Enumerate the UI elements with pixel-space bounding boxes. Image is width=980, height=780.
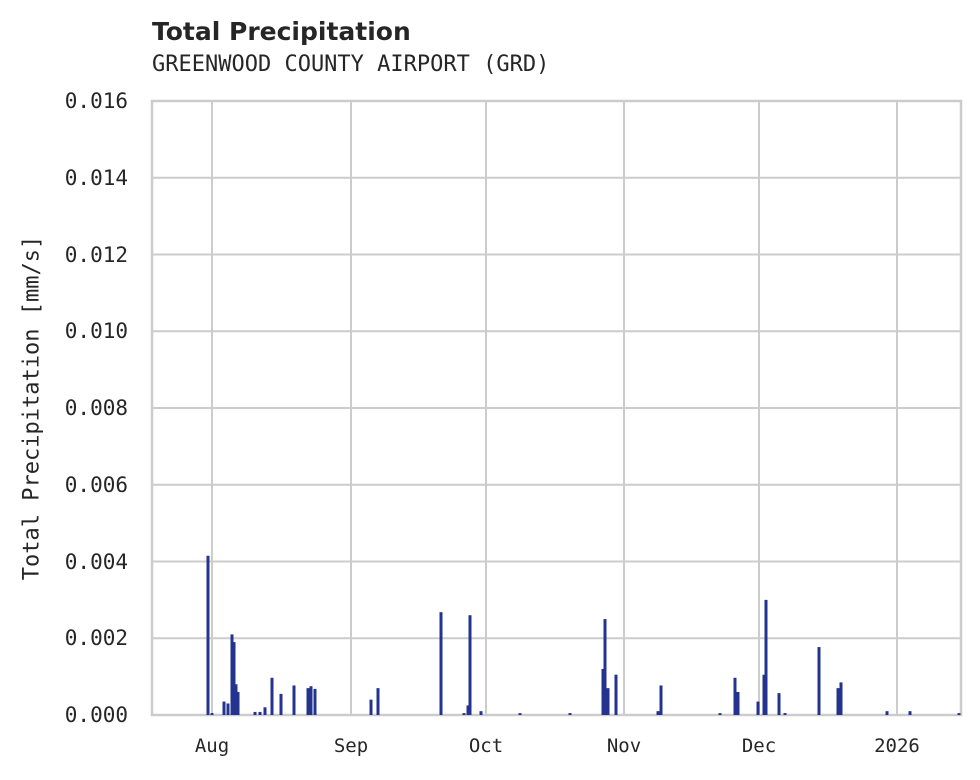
y-tick-label: 0.000 <box>64 703 128 727</box>
precip-bar <box>718 713 722 715</box>
precip-bar <box>568 713 572 715</box>
precip-bar <box>376 688 380 715</box>
precip-bar <box>306 688 310 715</box>
precip-bar <box>279 693 283 715</box>
precip-bar <box>222 701 226 715</box>
precip-bar <box>226 703 230 715</box>
precip-bar <box>656 711 660 715</box>
precip-bar <box>462 713 466 715</box>
precip-bar <box>479 711 483 715</box>
y-tick-label: 0.002 <box>64 626 128 651</box>
precip-bar <box>468 615 472 715</box>
precip-bar <box>836 688 840 715</box>
precip-bar <box>764 599 768 715</box>
x-tick-label: Oct <box>468 735 504 757</box>
precip-bar <box>258 711 262 715</box>
y-tick-label: 0.006 <box>64 472 128 497</box>
x-tick-label: Nov <box>606 735 642 757</box>
precip-bar <box>957 713 961 715</box>
y-tick-label: 0.014 <box>64 165 128 190</box>
precip-bar <box>263 707 267 715</box>
y-tick-label: 0.004 <box>64 549 128 574</box>
precip-bar <box>603 619 607 715</box>
x-tick-label: 2026 <box>874 735 920 757</box>
precip-bar <box>908 711 912 715</box>
precip-bar <box>606 688 610 715</box>
chart-title: Total Precipitation <box>152 17 411 46</box>
precip-bar <box>736 691 740 715</box>
precip-bar <box>614 674 618 715</box>
y-tick-label: 0.008 <box>64 396 128 420</box>
precip-bar <box>466 705 470 715</box>
precip-bar <box>236 691 240 715</box>
precip-bar <box>518 713 522 715</box>
precip-bar <box>817 647 821 715</box>
precip-bar <box>733 677 737 715</box>
precip-bar <box>601 668 605 715</box>
precip-bar <box>230 634 234 715</box>
chart-subtitle: GREENWOOD COUNTY AIRPORT (GRD) <box>152 52 550 77</box>
precip-bar <box>783 713 787 715</box>
x-tick-label: Dec <box>741 735 777 757</box>
precip-bar <box>206 555 210 715</box>
precip-bar <box>253 711 257 715</box>
y-tick-label: 0.010 <box>64 319 128 344</box>
precip-bar <box>839 682 843 715</box>
plot-frame <box>150 99 963 717</box>
y-tick-label: 0.012 <box>64 242 128 267</box>
precip-bar <box>756 701 760 715</box>
precip-bar <box>762 674 766 715</box>
precip-bar <box>210 713 214 715</box>
precip-bar <box>369 699 373 715</box>
precip-bar <box>309 686 313 715</box>
precip-bar <box>232 642 236 715</box>
precip-bar <box>313 688 317 715</box>
precip-bar <box>777 693 781 715</box>
precip-bar <box>885 711 889 715</box>
precip-bar <box>659 685 663 715</box>
precip-bar <box>234 684 238 715</box>
y-tick-label: 0.016 <box>64 89 128 113</box>
precip-bar <box>270 677 274 715</box>
x-tick-label: Aug <box>194 735 230 757</box>
x-tick-label: Sep <box>333 735 369 757</box>
precip-bar <box>292 685 296 715</box>
precip-bar <box>439 612 443 715</box>
